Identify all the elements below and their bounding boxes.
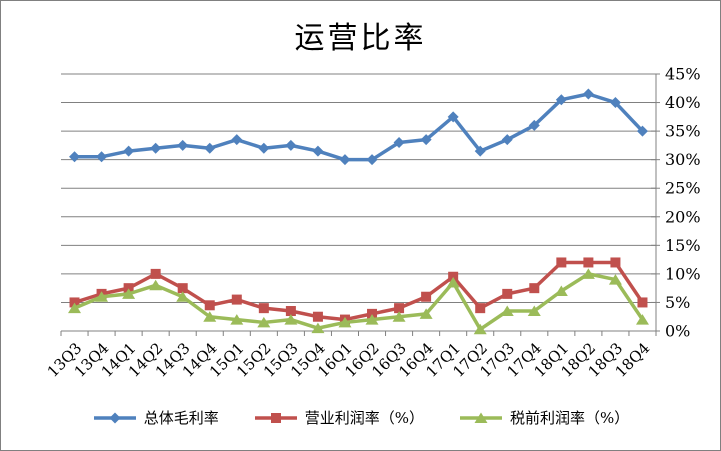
y-axis-tick-label: 25% bbox=[665, 179, 701, 198]
series-2-point bbox=[419, 308, 433, 319]
series-0-point bbox=[69, 151, 81, 163]
series-2-point bbox=[176, 291, 190, 302]
legend-label-pretax-margin: 税前利润率（%） bbox=[510, 409, 630, 427]
chart-title: 运营比率 bbox=[294, 21, 427, 56]
y-axis-tick-label: 5% bbox=[665, 293, 690, 312]
series-2-point bbox=[149, 279, 163, 291]
series-0-point bbox=[204, 142, 216, 154]
series-2-point bbox=[284, 314, 298, 325]
series-1-point bbox=[475, 303, 486, 314]
series-1-point bbox=[285, 306, 296, 317]
series-0-point bbox=[366, 154, 378, 166]
series-2-point bbox=[338, 316, 352, 328]
series-2-point bbox=[365, 314, 379, 325]
series-2-point bbox=[581, 268, 595, 279]
y-axis-tick-label: 0% bbox=[665, 322, 690, 341]
legend-label-gross-margin: 总体毛利率 bbox=[143, 409, 219, 427]
series-1-point bbox=[150, 268, 161, 279]
y-axis-tick-label: 10% bbox=[665, 264, 701, 283]
y-axis-tick-label: 40% bbox=[665, 93, 701, 112]
series-1-point bbox=[637, 297, 648, 308]
y-axis-tick-label: 45% bbox=[665, 65, 701, 84]
series-2-point bbox=[608, 274, 622, 285]
series-line-2 bbox=[72, 272, 645, 332]
legend-diamond-icon bbox=[93, 412, 136, 423]
legend-label-operating-margin: 营业利润率（%） bbox=[304, 409, 424, 427]
series-2-point bbox=[392, 311, 406, 322]
series-0-point bbox=[609, 97, 621, 109]
series-0-point bbox=[123, 145, 135, 157]
series-2-point bbox=[446, 276, 460, 288]
series-1-point bbox=[367, 308, 378, 319]
series-2-point bbox=[554, 285, 568, 297]
legend-item-operating-margin: 营业利润率（%） bbox=[253, 407, 424, 428]
series-0-point bbox=[636, 125, 648, 137]
series-2-point bbox=[122, 288, 136, 299]
series-2-point bbox=[500, 305, 514, 317]
legend-triangle-icon bbox=[460, 412, 502, 423]
series-line-0 bbox=[72, 92, 645, 162]
series-1-point bbox=[69, 297, 80, 308]
legend-square-icon bbox=[254, 412, 297, 423]
series-0-point bbox=[258, 142, 270, 154]
series-0-point bbox=[582, 88, 594, 100]
series-1-point bbox=[394, 303, 405, 314]
series-2-point bbox=[635, 314, 649, 325]
series-0-point bbox=[420, 134, 432, 146]
series-2-point bbox=[95, 291, 109, 302]
series-1-point bbox=[583, 257, 594, 268]
series-1-point bbox=[231, 294, 242, 305]
series-2-point bbox=[311, 322, 325, 334]
y-axis-tick-label: 35% bbox=[665, 122, 701, 141]
series-0-point bbox=[312, 145, 324, 157]
series-1-point bbox=[556, 257, 567, 268]
legend-item-gross-margin: 总体毛利率 bbox=[92, 407, 219, 428]
series-0-point bbox=[285, 139, 297, 151]
series-2-point bbox=[230, 314, 244, 325]
series-1-point bbox=[448, 271, 459, 282]
series-0-point bbox=[231, 134, 243, 146]
y-axis-tick-label: 20% bbox=[665, 207, 701, 226]
series-1-point bbox=[258, 303, 269, 314]
series-0-point bbox=[447, 111, 459, 123]
series-0-point bbox=[150, 142, 162, 154]
y-axis-tick-label: 30% bbox=[665, 150, 701, 169]
series-2-point bbox=[473, 323, 487, 335]
legend: 总体毛利率 营业利润率（%） 税前利润率（%） bbox=[1, 407, 720, 428]
series-0-point bbox=[474, 145, 486, 157]
series-1-point bbox=[502, 288, 513, 299]
series-2-point bbox=[257, 316, 271, 328]
series-line-1 bbox=[72, 260, 645, 322]
series-0-point bbox=[393, 137, 405, 149]
series-1-point bbox=[204, 300, 215, 311]
series-0-point bbox=[96, 151, 108, 163]
series-1-point bbox=[610, 257, 621, 268]
series-0-point bbox=[501, 134, 513, 146]
y-axis-tick-label: 15% bbox=[665, 236, 701, 255]
series-1-point bbox=[312, 311, 323, 322]
series-2-point bbox=[203, 311, 217, 322]
series-2-point bbox=[68, 302, 82, 314]
series-0-point bbox=[528, 119, 540, 131]
series-2-point bbox=[527, 305, 541, 317]
series-0-point bbox=[339, 154, 351, 166]
series-0-point bbox=[555, 94, 567, 106]
series-1-point bbox=[529, 283, 540, 294]
series-1-point bbox=[177, 283, 188, 294]
series-1-point bbox=[123, 283, 134, 294]
series-1-point bbox=[421, 291, 432, 302]
series-0-point bbox=[177, 139, 189, 151]
legend-item-pretax-margin: 税前利润率（%） bbox=[458, 407, 629, 428]
